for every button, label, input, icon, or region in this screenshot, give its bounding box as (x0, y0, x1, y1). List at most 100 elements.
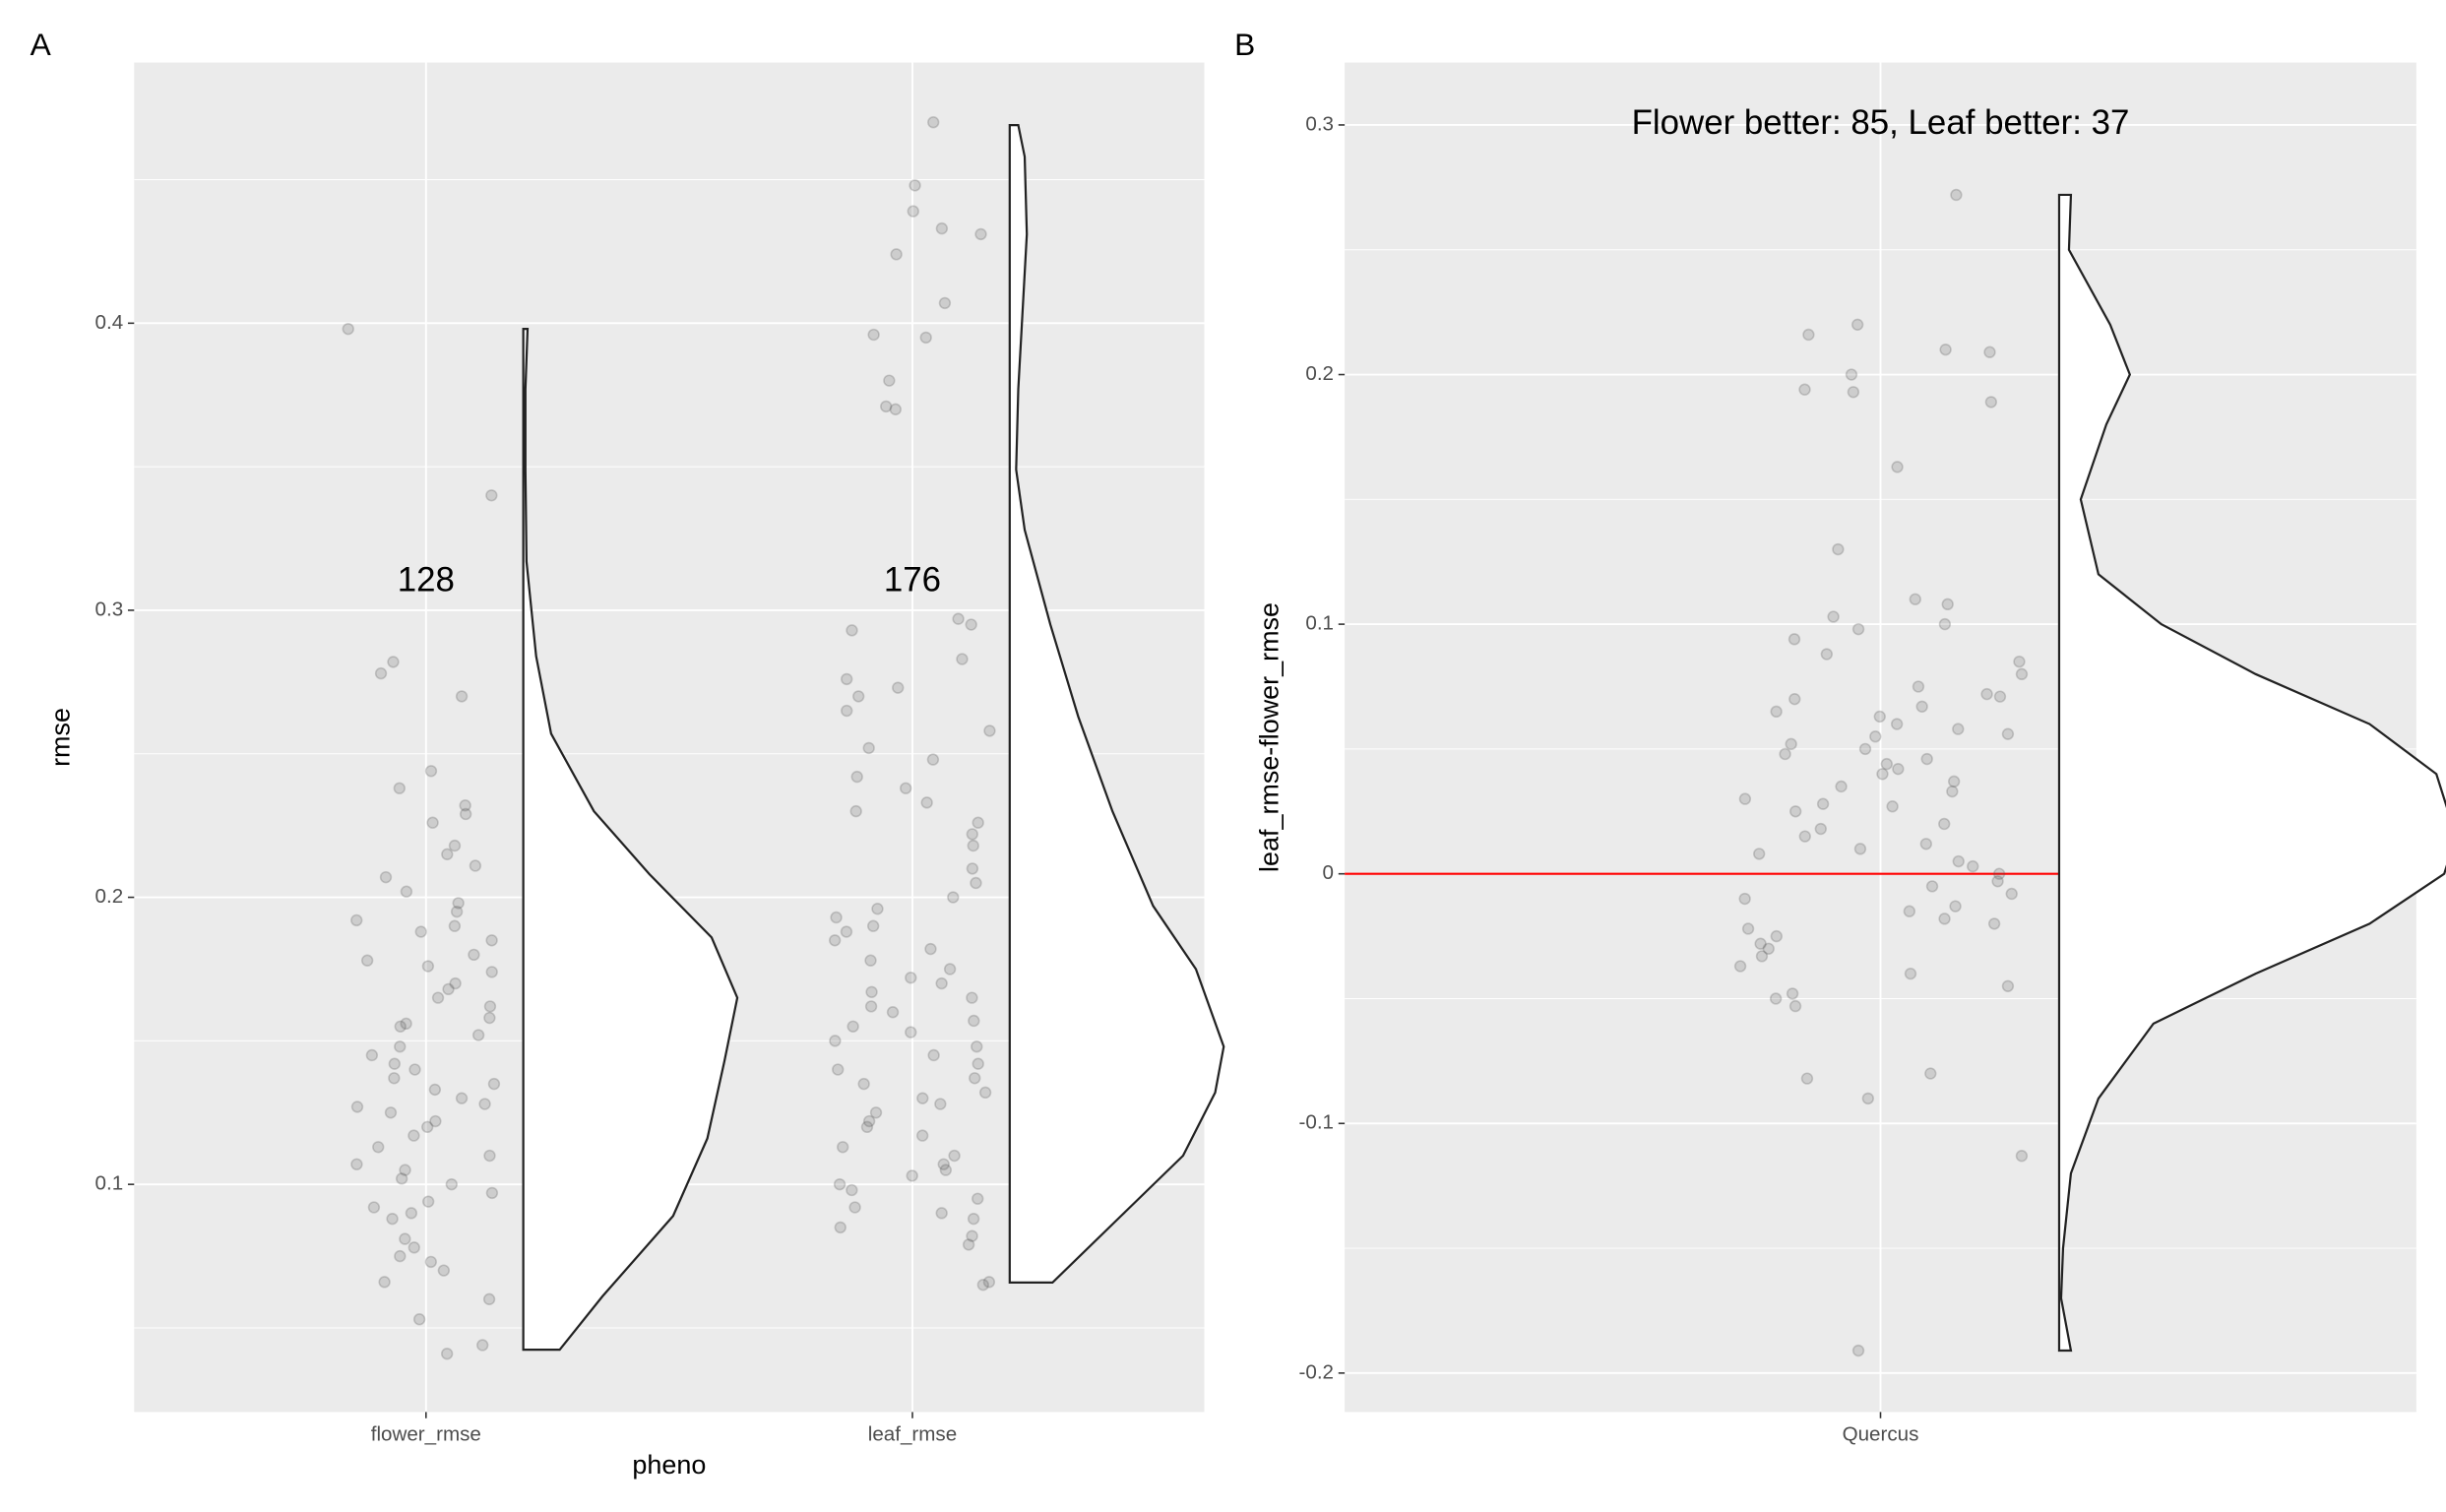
data-point (909, 179, 921, 192)
data-point (906, 1169, 918, 1182)
data-point (864, 954, 877, 967)
data-point (968, 1014, 980, 1028)
data-point (952, 612, 965, 625)
data-point (1941, 598, 1954, 611)
x-tick-label: flower_rmse (371, 1423, 481, 1446)
data-point (399, 1164, 411, 1176)
data-point (924, 942, 937, 956)
data-point (1939, 343, 1952, 356)
data-point (1991, 875, 2004, 888)
data-point (421, 1195, 435, 1208)
data-point (485, 1186, 499, 1200)
data-point (428, 1083, 442, 1097)
data-point (365, 1048, 379, 1062)
data-point (455, 1092, 469, 1104)
data-point (840, 925, 853, 938)
data-point (1938, 913, 1951, 925)
violin (1008, 124, 1225, 1285)
data-point (412, 1313, 426, 1326)
data-point (1853, 843, 1867, 855)
data-point (833, 1177, 847, 1191)
data-point (378, 1276, 391, 1289)
data-point (967, 1212, 980, 1226)
data-point (1920, 752, 1933, 766)
data-point (1816, 797, 1830, 810)
data-point (400, 1017, 412, 1031)
data-point (1892, 763, 1905, 776)
data-point (834, 1221, 847, 1234)
data-point (867, 328, 880, 342)
data-point (1876, 768, 1889, 781)
data-point (367, 1201, 381, 1214)
data-point (1733, 960, 1747, 973)
data-point (1814, 822, 1827, 836)
data-point (837, 1141, 849, 1154)
data-point (2005, 887, 2018, 901)
data-point (937, 1158, 950, 1170)
data-point (966, 991, 978, 1004)
data-point (883, 374, 896, 387)
data-point (871, 903, 884, 915)
data-point (483, 1000, 497, 1013)
data-point (374, 666, 388, 680)
data-point (429, 1114, 442, 1128)
data-point (956, 653, 969, 665)
data-point (1984, 396, 1998, 409)
data-point (967, 839, 979, 852)
data-point (1850, 318, 1864, 331)
data-point (935, 976, 948, 990)
violin (2057, 193, 2446, 1353)
data-point (1890, 718, 1904, 730)
data-point (1925, 880, 1939, 893)
y-tick-label: -0.2 (1299, 1360, 1335, 1383)
data-point (394, 1040, 407, 1053)
data-point (1820, 648, 1834, 661)
data-point (829, 1035, 842, 1047)
data-point (452, 897, 465, 910)
data-point (1903, 905, 1916, 917)
data-point (1919, 838, 1933, 850)
x-axis-title: pheno (632, 1450, 706, 1480)
data-point (966, 1229, 978, 1242)
y-tick-label: 0 (1323, 861, 1334, 884)
y-tick-label: 0.2 (95, 885, 124, 908)
data-point (1904, 967, 1917, 980)
data-point (379, 870, 393, 884)
data-point (1909, 593, 1921, 605)
data-point (905, 972, 917, 984)
data-point (935, 221, 949, 235)
data-point (1924, 1067, 1937, 1080)
data-point (978, 1086, 992, 1100)
data-point (847, 1020, 859, 1033)
data-point (1992, 867, 2006, 880)
data-point (830, 911, 843, 924)
data-point (393, 782, 406, 794)
data-point (889, 403, 902, 415)
data-point (1798, 383, 1811, 396)
data-point (421, 1120, 434, 1134)
data-point (485, 934, 498, 947)
data-point (848, 1201, 861, 1214)
data-point (1738, 792, 1752, 805)
data-point (1938, 617, 1952, 631)
data-point (974, 227, 987, 241)
data-point (1912, 680, 1925, 693)
data-point (442, 982, 455, 996)
data-point (342, 322, 354, 336)
panel-tag: B (1234, 27, 1255, 62)
data-point (1993, 690, 2007, 703)
data-point (483, 1149, 496, 1163)
data-point (864, 1000, 878, 1013)
data-point (387, 656, 400, 668)
data-point (448, 839, 462, 852)
data-point (943, 963, 957, 976)
data-point (860, 1120, 874, 1134)
data-point (1788, 693, 1801, 706)
data-point (866, 919, 880, 932)
data-point (384, 1106, 398, 1119)
count-label: 128 (398, 561, 455, 599)
data-point (857, 1077, 870, 1091)
y-tick-label: 0.3 (1305, 112, 1334, 135)
data-point (927, 116, 940, 129)
data-point (1832, 542, 1845, 556)
